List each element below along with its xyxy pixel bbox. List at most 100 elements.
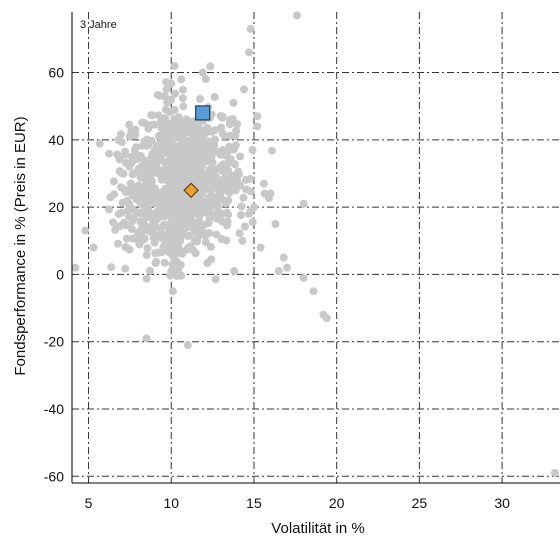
peer-point xyxy=(155,166,164,175)
peer-point xyxy=(181,124,190,133)
y-tick-label: 60 xyxy=(48,65,64,81)
peer-point xyxy=(193,139,202,148)
y-tick-label: 40 xyxy=(48,132,64,148)
peer-point xyxy=(159,220,168,229)
peer-point xyxy=(157,120,166,129)
peer-point xyxy=(140,137,149,146)
peer-point xyxy=(156,232,165,241)
peer-point xyxy=(225,120,234,129)
peer-point xyxy=(248,145,257,154)
peer-point xyxy=(166,205,175,214)
peer-point xyxy=(160,258,169,267)
peer-point xyxy=(152,156,161,165)
peer-point xyxy=(195,151,204,160)
peer-point xyxy=(201,145,210,154)
panel-label: 3 Jahre xyxy=(80,19,117,31)
peer-point xyxy=(201,238,210,247)
peer-point xyxy=(107,263,116,272)
peer-point xyxy=(125,205,134,214)
peer-point xyxy=(224,158,233,167)
peer-point xyxy=(150,238,159,247)
peer-point xyxy=(237,202,246,211)
peer-point xyxy=(154,111,163,120)
peer-point xyxy=(218,217,227,226)
peer-point xyxy=(193,163,202,172)
fund-point xyxy=(195,105,211,121)
peer-point xyxy=(125,162,134,171)
peer-point xyxy=(224,210,233,219)
peer-point xyxy=(292,11,301,20)
peer-point xyxy=(194,118,203,127)
peer-point xyxy=(167,267,176,276)
peer-point xyxy=(171,89,180,98)
peer-point xyxy=(145,212,154,221)
highlighted-series xyxy=(183,105,211,199)
peer-point xyxy=(224,174,233,183)
axes: 5 10 15 20 25 30 -60 -40 -20 0 20 40 60 xyxy=(44,12,560,511)
peer-point xyxy=(128,234,137,243)
peer-point xyxy=(217,123,226,132)
peer-point xyxy=(151,223,160,232)
peer-point xyxy=(142,251,151,260)
peer-point xyxy=(142,205,151,214)
peer-point xyxy=(225,131,234,140)
peer-point xyxy=(115,155,124,164)
peer-point xyxy=(130,145,139,154)
peer-point xyxy=(164,119,173,128)
peer-point xyxy=(322,314,331,323)
peer-point xyxy=(245,209,254,218)
peer-point xyxy=(95,139,104,148)
peer-point xyxy=(196,173,205,182)
peer-point xyxy=(120,218,129,227)
peer-point xyxy=(216,162,225,171)
peer-point xyxy=(163,98,172,107)
peer-point xyxy=(232,126,241,135)
peer-point xyxy=(114,135,123,144)
peer-point xyxy=(248,218,257,227)
peer-point xyxy=(231,141,240,150)
peer-point xyxy=(199,135,208,144)
peer-point xyxy=(218,184,227,193)
peer-point xyxy=(239,193,248,202)
peer-point xyxy=(145,266,154,275)
peer-point xyxy=(168,230,177,239)
peer-point xyxy=(551,468,560,477)
peer-point xyxy=(121,150,130,159)
peer-point xyxy=(271,219,280,228)
peer-point xyxy=(168,176,177,185)
peer-point xyxy=(161,132,170,141)
peer-point xyxy=(111,225,120,234)
peer-point xyxy=(171,123,180,132)
peer-point xyxy=(159,243,168,252)
peer-point xyxy=(240,222,249,231)
peer-point xyxy=(206,191,215,200)
peer-point xyxy=(230,267,239,276)
peer-point xyxy=(299,273,308,282)
x-axis-title: Volatilität in % xyxy=(271,520,364,537)
peer-point xyxy=(240,85,249,94)
peer-point xyxy=(210,93,219,102)
peer-point xyxy=(148,149,157,158)
peer-point xyxy=(236,211,245,220)
peer-point xyxy=(190,225,199,234)
peer-point xyxy=(196,94,205,103)
peer-point xyxy=(182,118,191,127)
peer-point xyxy=(177,271,186,280)
peer-point xyxy=(105,149,114,158)
peer-point xyxy=(203,259,212,268)
peer-point xyxy=(221,151,230,160)
peer-point xyxy=(185,231,194,240)
y-axis-title: Fondsperformance in % (Preis in EUR) xyxy=(12,116,29,375)
y-tick-label: -40 xyxy=(44,401,64,417)
category-point xyxy=(183,182,199,199)
peer-point xyxy=(114,239,123,248)
y-tick-label: -20 xyxy=(44,334,64,350)
peer-point xyxy=(150,120,159,129)
peer-point xyxy=(163,187,172,196)
peer-point xyxy=(164,149,173,158)
peer-point xyxy=(238,236,247,245)
peer-point xyxy=(152,216,161,225)
peer-point xyxy=(122,234,131,243)
peer-point xyxy=(182,213,191,222)
peer-point xyxy=(158,144,167,153)
